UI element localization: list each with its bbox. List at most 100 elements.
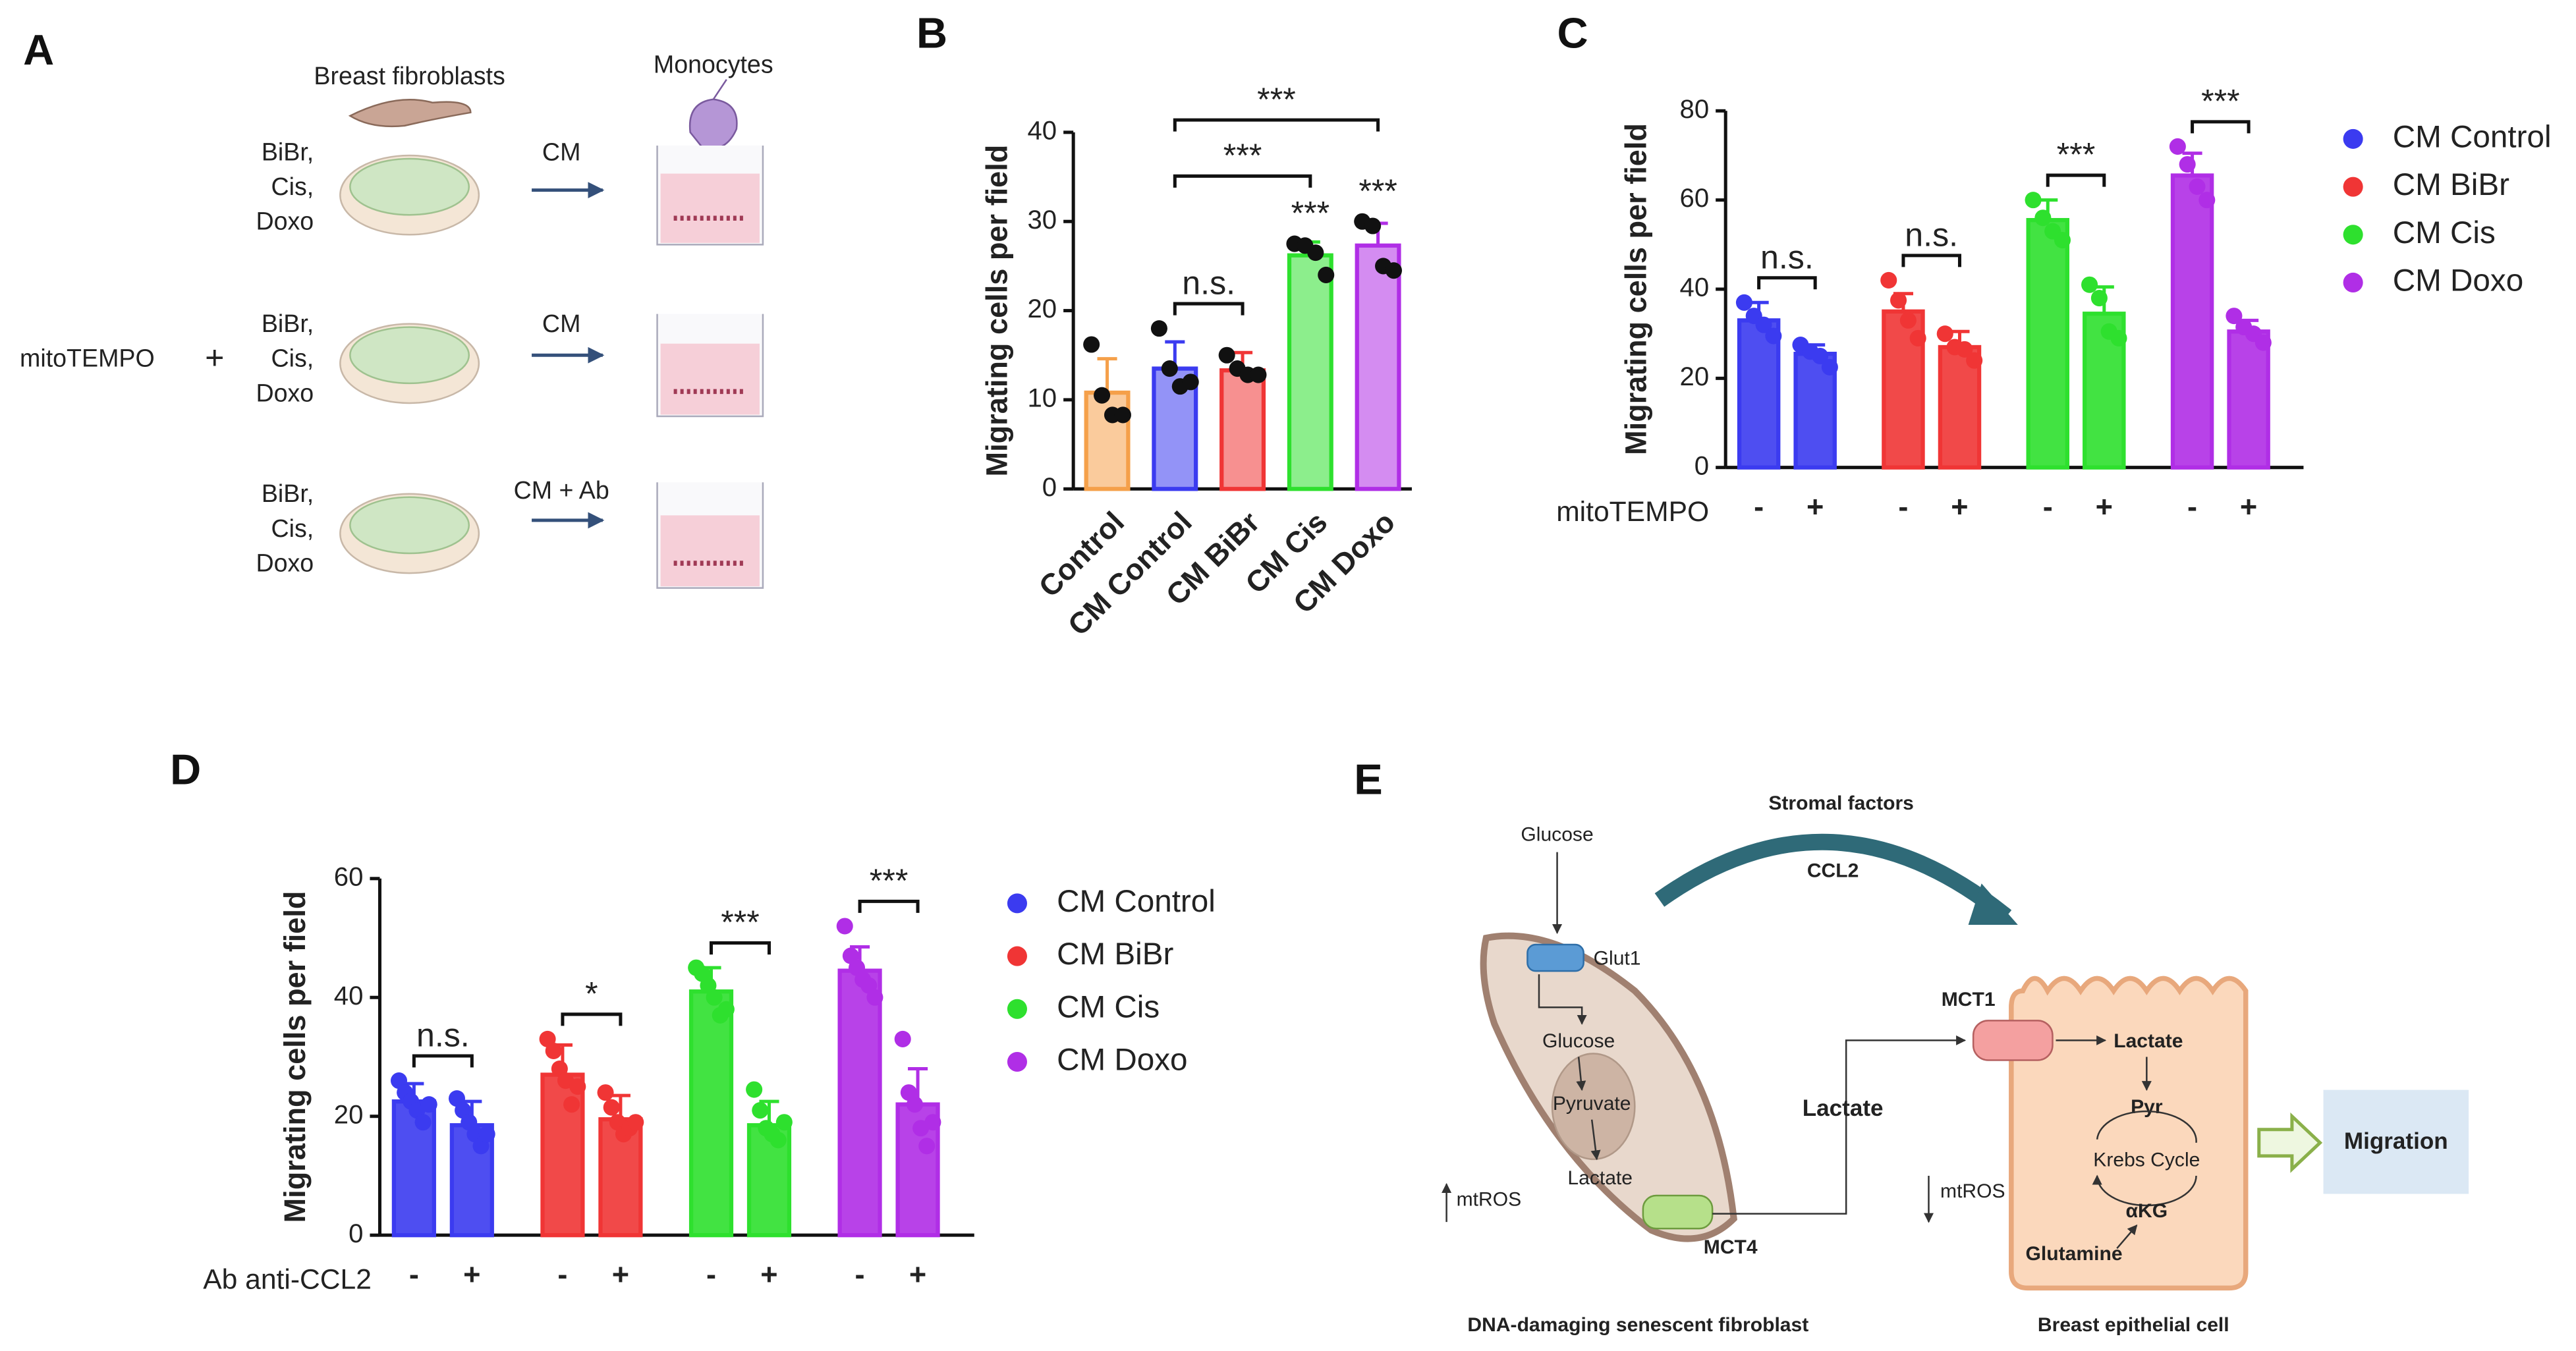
label: mitoTEMPO (20, 345, 155, 372)
significance-label: *** (2057, 136, 2096, 173)
data-point (563, 1096, 580, 1113)
x-tick-label: - (706, 1257, 716, 1291)
y-tick-label: 20 (1680, 362, 1710, 391)
drug: Cis, (271, 173, 314, 200)
significance-label: *** (2201, 83, 2240, 120)
bar (1219, 368, 1266, 491)
drug: BiBr, (262, 138, 314, 165)
data-point (1812, 347, 1829, 365)
significance-bracket (1173, 118, 1380, 132)
y-tick-label: 40 (1027, 116, 1057, 145)
arrow-head (1968, 883, 2018, 925)
data-point (1218, 346, 1235, 364)
chart: D Migrating cells per field 0 20 40 60 - + CM Co… (170, 746, 1216, 1296)
label: CM + Ab (514, 476, 609, 504)
legend-label: CM Doxo (1057, 1043, 1187, 1078)
row-label: Ab anti-CCL2 (203, 1264, 372, 1296)
legend-marker (2343, 177, 2363, 197)
legend-marker (1007, 946, 1027, 966)
panel-label: E (1354, 756, 1382, 804)
data-point (706, 989, 723, 1006)
label: MCT1 (1942, 989, 1996, 1010)
data-point (1182, 373, 1199, 391)
data-point (1364, 217, 1382, 234)
data-point (866, 989, 883, 1006)
glut1 (1526, 943, 1584, 972)
data-point (1161, 360, 1178, 377)
data-point (1909, 329, 1926, 346)
label: Glut1 (1594, 948, 1641, 970)
bar (2227, 329, 2270, 470)
data-point (1114, 406, 1131, 424)
label: Lactate (1567, 1167, 1633, 1189)
data-point (2110, 329, 2127, 346)
panel-label: D (170, 746, 201, 794)
y-tick-label: 30 (1027, 206, 1057, 234)
x-tick-label: + (2096, 489, 2113, 523)
significance-bracket (1173, 302, 1245, 316)
y-tick-label: 10 (1027, 384, 1057, 413)
data-point (2254, 334, 2272, 351)
data-point (894, 1030, 911, 1047)
y-tick-label: 0 (1694, 451, 1709, 480)
y-tick-label: 20 (1027, 294, 1057, 323)
x-tick-label: - (409, 1257, 419, 1291)
data-point (2179, 155, 2196, 173)
data-point (603, 1099, 620, 1116)
significance-label: *** (721, 904, 760, 941)
medium (660, 343, 760, 415)
legend-label: CM Control (1057, 884, 1216, 919)
label: Migration (2344, 1128, 2448, 1154)
caption: Breast epithelial cell (2038, 1314, 2229, 1336)
label: Stromal factors (1768, 792, 1914, 814)
data-point (1956, 341, 1973, 358)
significance-label: *** (870, 862, 909, 899)
chart: C Migrating cells per field 0 20 40 60 80 - + CM … (1556, 9, 2551, 528)
drug: BiBr, (262, 310, 314, 337)
data-point (1765, 327, 1782, 345)
arrow (1576, 1057, 1586, 1091)
significance-label: *** (1257, 81, 1296, 118)
y-tick-label: 0 (1042, 473, 1057, 502)
label: Lactate (2114, 1030, 2183, 1052)
significance-label: n.s. (1182, 265, 1235, 302)
bar (1355, 243, 1401, 491)
label: αKG (2126, 1200, 2168, 1222)
significance-bracket (561, 1012, 623, 1026)
plus: + (205, 339, 224, 376)
row-2: mitoTEMPO + BiBr, Cis, Doxo CM (20, 310, 764, 418)
drug: Cis, (271, 514, 314, 542)
dish-cells (349, 157, 470, 216)
legend-label: CM Cis (1057, 989, 1160, 1024)
data-point (1307, 244, 1324, 262)
x-tick-label: - (2043, 489, 2053, 523)
dish-cells (349, 326, 470, 385)
legend-label: CM BiBr (1057, 937, 1173, 972)
arrow (1538, 974, 1587, 1025)
arrow (1590, 1119, 1601, 1161)
data-point (1250, 366, 1267, 383)
data-point (1936, 325, 1953, 343)
x-tick-label: - (1754, 489, 1764, 523)
data-point (2189, 178, 2206, 195)
arrow (2116, 1224, 2138, 1250)
medium (660, 173, 760, 243)
data-point (627, 1114, 644, 1131)
data-point (1890, 292, 1907, 309)
panel-e: E Stromal factors CCL2 Glucose Glut1 Glu… (1354, 756, 2469, 1336)
significance-bracket (1757, 276, 1817, 290)
x-tick-label: + (1951, 489, 1968, 523)
bar (837, 968, 882, 1238)
x-tick-label: + (760, 1257, 777, 1291)
significance-bracket (412, 1054, 474, 1068)
label: Glucose (1521, 824, 1593, 846)
label: MCT4 (1704, 1236, 1758, 1258)
data-point (2025, 192, 2042, 209)
significance-bracket (2191, 120, 2251, 134)
panel-label: C (1557, 9, 1588, 57)
drug: Doxo (256, 549, 314, 577)
x-tick-label: + (1806, 489, 1824, 523)
data-point (752, 1102, 769, 1119)
legend-marker (1007, 1051, 1027, 1072)
